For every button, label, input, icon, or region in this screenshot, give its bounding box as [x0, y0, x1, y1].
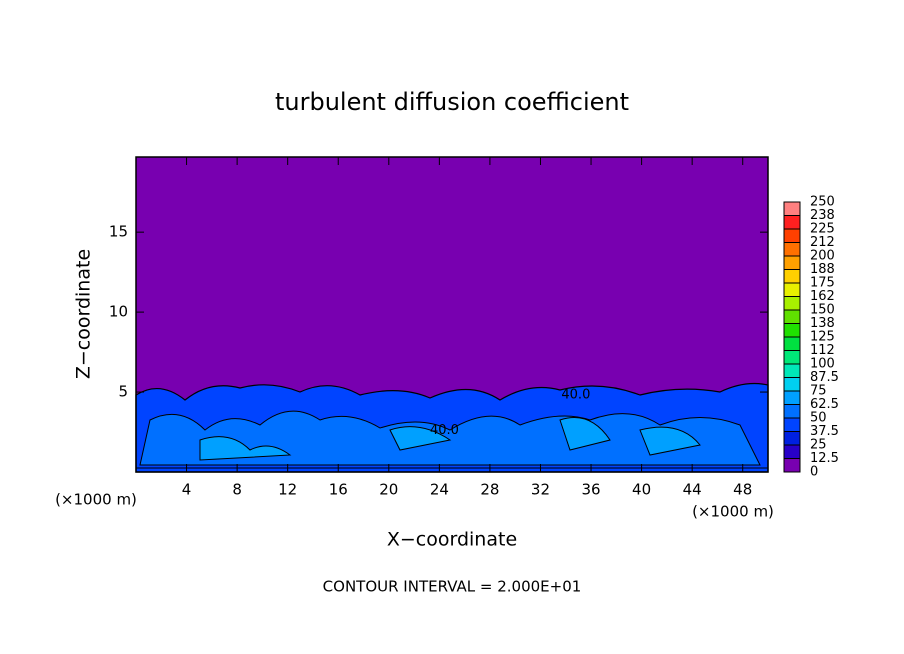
- colorbar-label: 25: [810, 438, 827, 453]
- colorbar-bin: [784, 310, 800, 324]
- colorbar-bin: [784, 445, 800, 459]
- x-unit-label: (×1000 m): [692, 503, 774, 521]
- x-tick-label: 12: [278, 481, 297, 499]
- colorbar-bin: [784, 418, 800, 432]
- colorbar-bin: [784, 431, 800, 445]
- colorbar-label: 87.5: [810, 370, 839, 385]
- colorbar-label: 62.5: [810, 397, 839, 412]
- colorbar-bin: [784, 242, 800, 256]
- colorbar-bin: [784, 283, 800, 297]
- colorbar-label: 138: [810, 316, 835, 331]
- colorbar-label: 50: [810, 411, 827, 426]
- x-tick-label: 40: [632, 481, 651, 499]
- x-tick-label: 8: [232, 481, 242, 499]
- colorbar-label: 112: [810, 343, 835, 358]
- contour-interval: CONTOUR INTERVAL = 2.000E+01: [323, 578, 582, 596]
- colorbar-label: 238: [810, 208, 835, 223]
- colorbar-label: 162: [810, 289, 835, 304]
- colorbar-bin: [784, 364, 800, 378]
- contour-label: 40.0: [561, 388, 590, 403]
- plot-frame: [135, 156, 769, 473]
- x-tick-label: 16: [329, 481, 348, 499]
- colorbar-bin: [784, 202, 800, 216]
- contour-label: 40.0: [430, 423, 459, 438]
- x-tick-label: 44: [683, 481, 702, 499]
- y-tick-label: 10: [109, 303, 128, 321]
- x-tick-label: 4: [182, 481, 192, 499]
- colorbar-bin: [784, 350, 800, 364]
- x-tick-label: 48: [733, 481, 752, 499]
- colorbar-bin: [784, 269, 800, 283]
- x-tick-label: 36: [581, 481, 600, 499]
- colorbar-label: 150: [810, 303, 835, 318]
- colorbar-bin: [784, 337, 800, 351]
- colorbar-label: 225: [810, 222, 835, 237]
- colorbar-bin: [784, 256, 800, 270]
- colorbar-label: 175: [810, 276, 835, 291]
- colorbar-label: 12.5: [810, 451, 839, 466]
- field-region: [199, 417, 701, 461]
- x-unit-label: (×1000 m): [55, 491, 137, 509]
- colorbar-label: 75: [810, 384, 827, 399]
- colorbar-label: 212: [810, 235, 835, 250]
- colorbar-bin: [784, 229, 800, 243]
- y-axis-label: Z−coordinate: [73, 249, 95, 379]
- colorbar-label: 250: [810, 195, 835, 210]
- colorbar-bin: [784, 377, 800, 391]
- y-tick-label: 5: [118, 383, 128, 401]
- field: [135, 157, 769, 473]
- x-tick-label: 20: [379, 481, 398, 499]
- colorbar-label: 200: [810, 249, 835, 264]
- field-region: [139, 410, 761, 466]
- y-tick-label: 15: [109, 223, 128, 241]
- colorbar-bin: [784, 458, 800, 472]
- x-tick-label: 32: [531, 481, 550, 499]
- colorbar-bin: [784, 323, 800, 337]
- colorbar-label: 100: [810, 357, 835, 372]
- chart-title: turbulent diffusion coefficient: [275, 88, 629, 116]
- colorbar-label: 37.5: [810, 424, 839, 439]
- x-tick-label: 24: [430, 481, 449, 499]
- colorbar-bin: [784, 215, 800, 229]
- x-axis-label: X−coordinate: [387, 529, 517, 551]
- colorbar-bin: [784, 391, 800, 405]
- colorbar-label: 188: [810, 262, 835, 277]
- colorbar-bin: [784, 296, 800, 310]
- colorbar-label: 125: [810, 330, 835, 345]
- colorbar-label: 0: [810, 465, 818, 480]
- x-tick-label: 28: [480, 481, 499, 499]
- colorbar-bin: [784, 404, 800, 418]
